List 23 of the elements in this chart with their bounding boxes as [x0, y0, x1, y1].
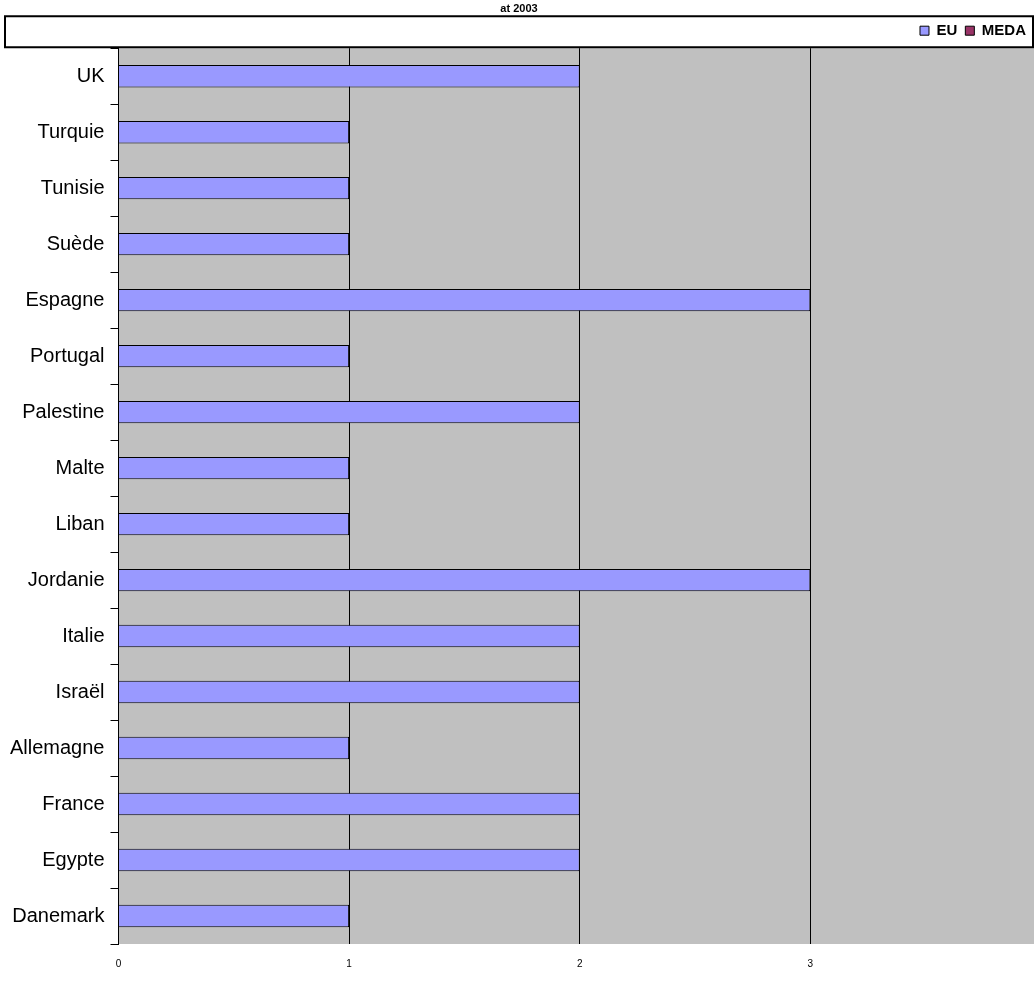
- y-tick-label: Portugal: [30, 343, 105, 366]
- y-tick-label: Israël: [55, 679, 105, 702]
- x-tick-label: 1: [346, 957, 353, 969]
- y-tick-label: Danemark: [12, 903, 106, 926]
- legend-label: MEDA: [981, 20, 1027, 38]
- y-tick-label: Liban: [55, 511, 105, 534]
- y-tick-label: Allemagne: [9, 735, 105, 758]
- y-tick-label: Tunisie: [40, 175, 105, 198]
- y-tick-label: Suède: [46, 231, 105, 254]
- y-tick-label: Espagne: [25, 287, 105, 310]
- y-tick-label: Jordanie: [27, 567, 105, 590]
- y-tick-label: Palestine: [22, 399, 105, 422]
- y-tick-label: Turquie: [37, 119, 105, 142]
- y-tick-label: Italie: [62, 623, 105, 646]
- x-tick-label: 0: [115, 957, 122, 969]
- x-tick-label: 3: [807, 957, 814, 969]
- y-tick-label: France: [42, 791, 105, 814]
- y-tick-label: Malte: [55, 455, 105, 478]
- y-tick-label: Egypte: [42, 847, 105, 870]
- x-tick-label: 2: [576, 957, 583, 969]
- legend-label: EU: [936, 20, 958, 38]
- chart-title: at 2003: [500, 1, 538, 14]
- y-tick-label: UK: [76, 63, 106, 86]
